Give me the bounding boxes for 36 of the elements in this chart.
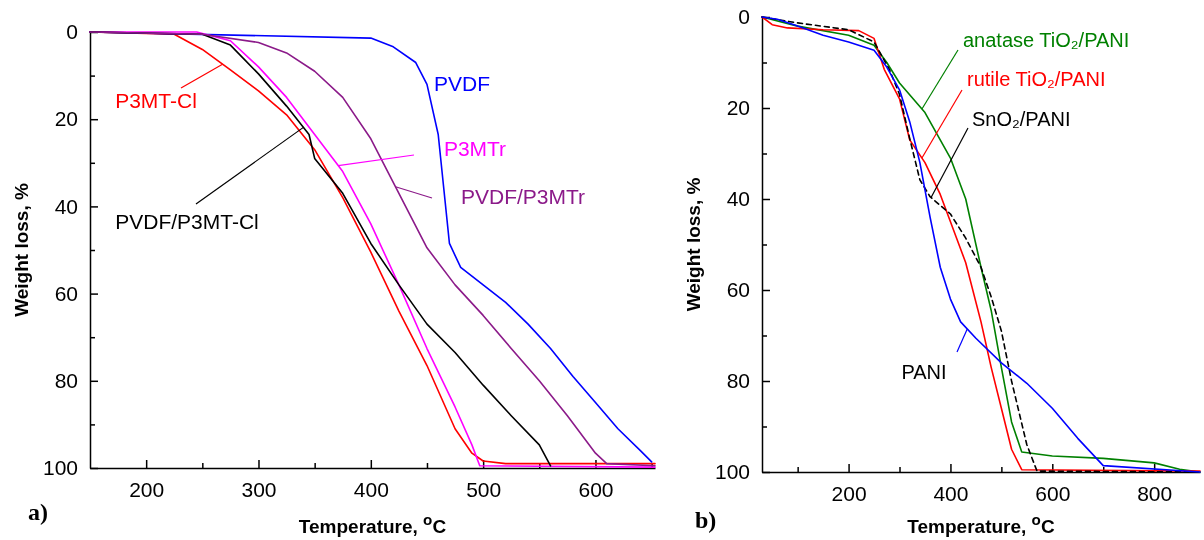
y-axis-title: Weight loss, % xyxy=(683,177,704,312)
text: rutile TiO₂/PANI xyxy=(967,68,1106,90)
y-tick-label: 80 xyxy=(726,369,750,393)
y-tick-label: 0 xyxy=(66,20,78,44)
x-tick-label: 200 xyxy=(129,477,165,501)
text: PVDF/P3MT-Cl xyxy=(115,210,259,233)
y-tick-label: 0 xyxy=(738,5,750,29)
x-tick-label: 500 xyxy=(466,477,502,501)
x-tick-label: 200 xyxy=(831,481,867,505)
y-tick-label: 60 xyxy=(726,278,750,302)
legend-label: PANI xyxy=(901,361,947,383)
x-tick-label: 400 xyxy=(933,481,969,505)
y-tick-label: 60 xyxy=(54,281,78,305)
text: b) xyxy=(695,507,717,533)
y-axis-title: Weight loss, % xyxy=(11,183,32,317)
legend-label: P3MTr xyxy=(443,137,507,160)
x-tick-label: 300 xyxy=(241,477,277,501)
x-tick-label: 800 xyxy=(1137,481,1173,505)
x-axis-title: Temperature, $^{o}$C xyxy=(907,510,1055,537)
y-tick-label: 40 xyxy=(54,194,78,218)
text: SnO₂/PANI xyxy=(972,108,1071,130)
y-tick-label: 100 xyxy=(714,460,750,484)
x-tick-label: 600 xyxy=(1035,481,1071,505)
y-tick-label: 40 xyxy=(726,187,750,211)
x-axis-title: Temperature, $^{o}$C xyxy=(298,510,447,537)
series-label: P3MT-Cl xyxy=(115,89,197,112)
x-tick-label: 600 xyxy=(578,477,614,501)
legend-label: PVDF/P3MTr xyxy=(460,185,586,208)
y-tick-label: 20 xyxy=(54,107,78,131)
y-tick-label: 20 xyxy=(726,96,750,120)
y-tick-label: 100 xyxy=(42,456,78,480)
text: anatase TiO₂/PANI xyxy=(963,29,1130,51)
y-tick-label: 80 xyxy=(54,369,78,393)
text: a) xyxy=(28,499,48,525)
series-label: PVDF xyxy=(433,72,491,95)
x-tick-label: 400 xyxy=(353,477,389,501)
